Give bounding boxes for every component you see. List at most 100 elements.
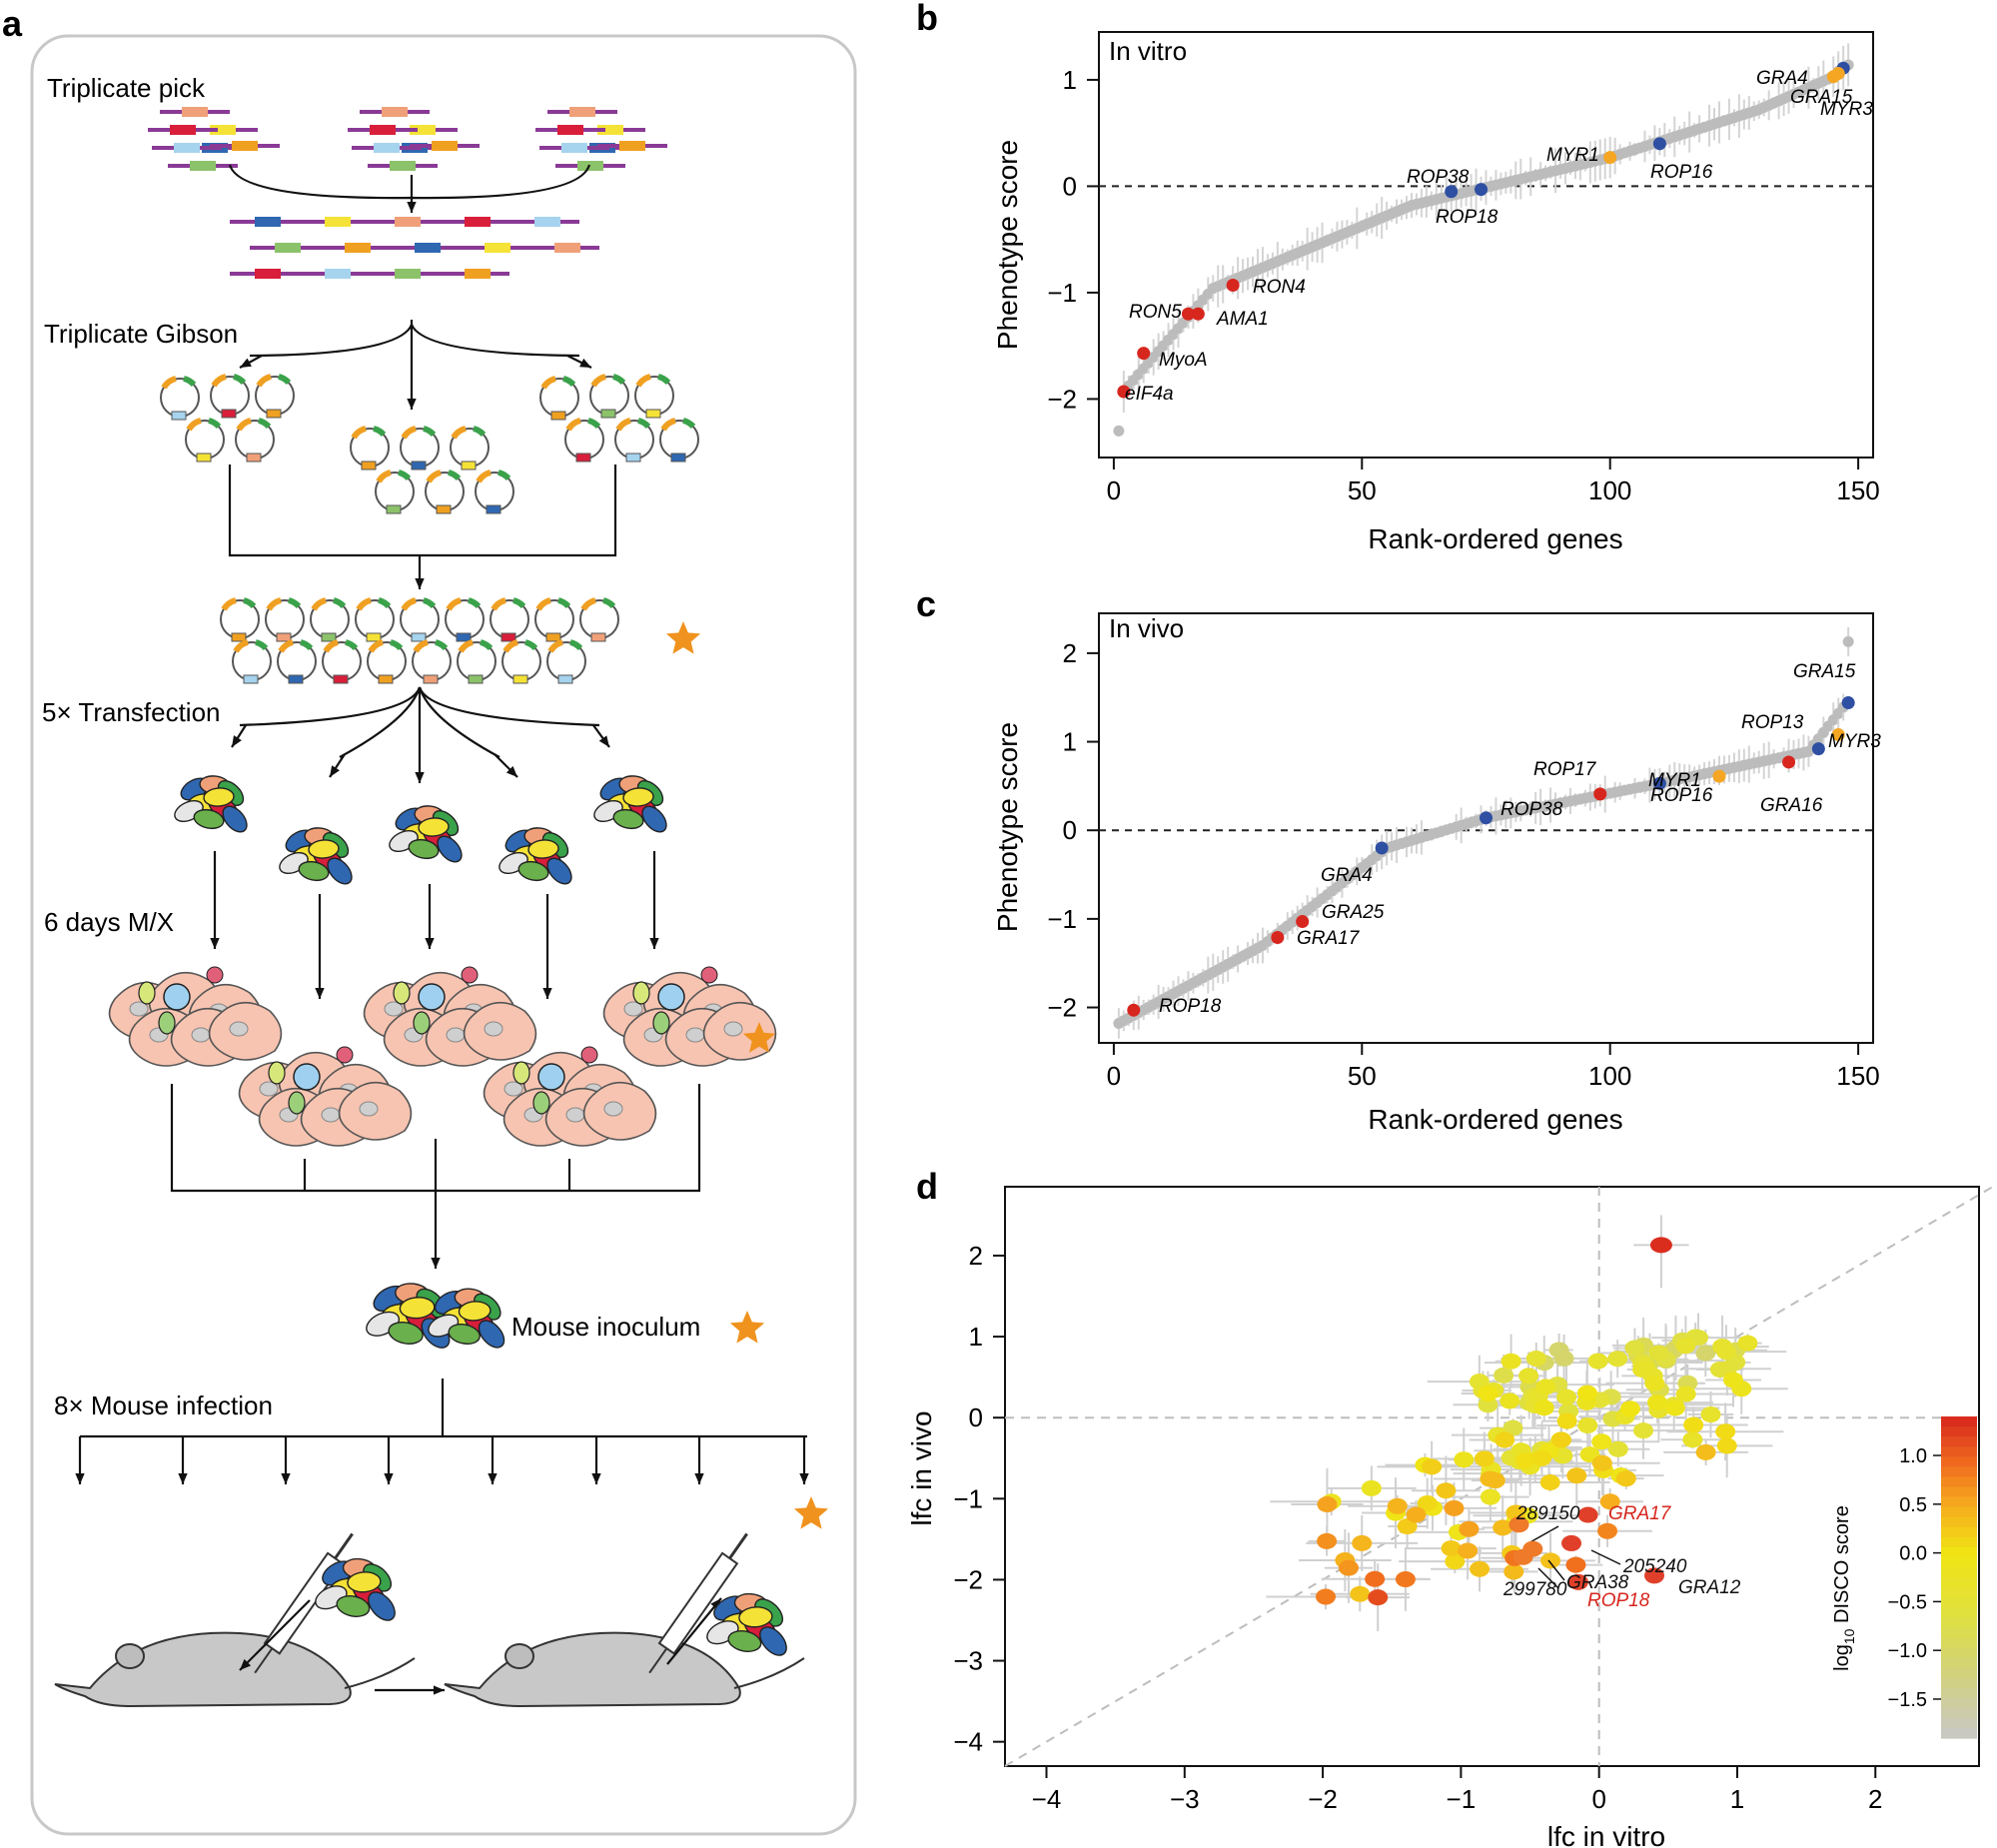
workflow-diagram: Triplicate pick Triplicate Gibson 5× Tra… — [30, 34, 857, 1836]
plasmid-marker — [498, 469, 511, 481]
plasmid-marker — [373, 426, 387, 438]
d-gene-point — [1556, 1412, 1577, 1429]
plasmid-marker — [186, 418, 202, 432]
colorbar-tick-label: −1.5 — [1888, 1689, 1927, 1711]
chart-c-label-gra25: GRA25 — [1322, 902, 1385, 923]
plasmid-marker — [323, 639, 339, 653]
b-point-ron4 — [1226, 278, 1240, 292]
plasmid-marker — [451, 426, 467, 440]
host-nucleus — [603, 1101, 623, 1117]
d-gene-point — [1387, 1497, 1408, 1514]
split-curve — [410, 324, 580, 358]
dna-fragment-insert — [534, 217, 560, 227]
plasmid-insert — [461, 461, 477, 470]
b-gene-point — [1113, 425, 1125, 437]
d-ytick-label: 2 — [969, 1241, 983, 1271]
colorbar-swatch — [1941, 1446, 1977, 1457]
d-gene-point — [1591, 1433, 1612, 1450]
split-curve — [418, 686, 600, 727]
d-label-205240: 205240 — [1622, 1556, 1687, 1577]
d-gene-point — [1499, 1392, 1520, 1409]
b-point-ama1 — [1191, 307, 1205, 321]
d-gene-point — [1500, 1353, 1521, 1370]
d-gene-point — [1531, 1449, 1552, 1466]
d-gene-point — [1317, 1532, 1338, 1549]
parasite-cell — [759, 1626, 787, 1656]
split-curve — [339, 686, 422, 758]
plasmid-insert — [378, 674, 394, 684]
flow-arrow-head — [75, 1472, 85, 1484]
d-gene-point — [1316, 1588, 1337, 1605]
split-curve — [239, 686, 422, 727]
dna-fragment-insert — [410, 125, 436, 135]
d-ytick-label: −1 — [953, 1483, 983, 1513]
host-nucleus — [503, 1081, 523, 1097]
parasite-cell — [298, 860, 330, 882]
plasmid-marker — [398, 469, 412, 481]
dna-fragment-insert — [370, 125, 396, 135]
plasmid-insert — [557, 674, 573, 684]
mouse-ear — [504, 1643, 534, 1669]
plasmid-marker — [256, 374, 272, 388]
c-ytick-label: 1 — [1063, 727, 1077, 757]
chart-c-label-rop13: ROP13 — [1741, 712, 1804, 733]
dna-fragment-insert — [465, 269, 491, 279]
plasmid-insert — [171, 411, 187, 421]
d-point-rop18 — [1567, 1573, 1588, 1590]
d-gene-point — [1518, 1368, 1539, 1385]
egress-parasite — [461, 966, 479, 984]
plasmid-marker — [602, 597, 616, 609]
flow-arrow-head — [240, 1658, 252, 1670]
chart-d-frame — [1004, 1186, 1980, 1767]
parasite-cell — [388, 1322, 424, 1345]
d-gene-point — [1503, 1563, 1524, 1580]
plasmid-insert — [625, 453, 641, 462]
dna-fragment-insert — [465, 217, 491, 227]
host-nucleus — [191, 1027, 211, 1043]
plasmid-insert — [468, 674, 484, 684]
chart-d-ylabel: lfc in vivo — [906, 1410, 937, 1525]
b-xtick-label: 50 — [1348, 475, 1377, 505]
plasmid-marker — [378, 597, 392, 609]
plasmid-marker — [423, 426, 437, 438]
mouse-ear — [115, 1643, 145, 1669]
d-gene-point — [1722, 1372, 1743, 1388]
dna-fragment-insert — [561, 143, 587, 153]
host-nucleus — [623, 1001, 643, 1017]
d-gene-point — [1566, 1467, 1587, 1484]
c-point-gra17 — [1271, 930, 1285, 944]
plasmid-insert — [386, 504, 402, 514]
d-gene-point — [1478, 1396, 1498, 1413]
colorbar-swatch — [1941, 1677, 1977, 1689]
d-gene-point — [1485, 1472, 1505, 1489]
d-gene-point — [1551, 1431, 1572, 1448]
d-ytick-label: 0 — [969, 1402, 983, 1432]
d-gene-point — [1338, 1559, 1359, 1576]
colorbar-swatch — [1941, 1546, 1977, 1558]
c-xtick-label: 50 — [1348, 1061, 1377, 1091]
colorbar-tick-label: 0.5 — [1899, 1494, 1927, 1516]
d-gene-point — [1406, 1506, 1427, 1523]
chart-c-label-rop17: ROP17 — [1533, 759, 1597, 780]
plasmid-insert — [321, 632, 337, 642]
parasite-in-cell — [413, 1011, 431, 1035]
chart-b-xlabel: Rank-ordered genes — [1368, 523, 1622, 554]
host-nucleus — [129, 1001, 149, 1017]
dna-fragment-insert — [232, 141, 258, 151]
d-xtick-label: 2 — [1868, 1784, 1882, 1814]
parasite-cell — [193, 808, 225, 830]
panel-label-c: c — [916, 583, 936, 624]
plasmid-insert — [456, 632, 472, 642]
parasite-cell — [347, 1571, 382, 1593]
colorbar-swatch — [1941, 1657, 1977, 1669]
d-gene-point — [1459, 1520, 1480, 1537]
plasmid-marker — [423, 597, 437, 609]
plasmid-marker — [255, 639, 269, 651]
plasmid-insert — [246, 453, 262, 462]
chart-b-label-myoa: MyoA — [1159, 350, 1208, 371]
d-gene-point — [1441, 1540, 1462, 1557]
chart-b-ylabel: Phenotype score — [992, 140, 1023, 350]
chart-b-title: In vitro — [1109, 36, 1187, 66]
plasmid-insert — [512, 674, 528, 684]
host-nucleus — [723, 1021, 743, 1037]
